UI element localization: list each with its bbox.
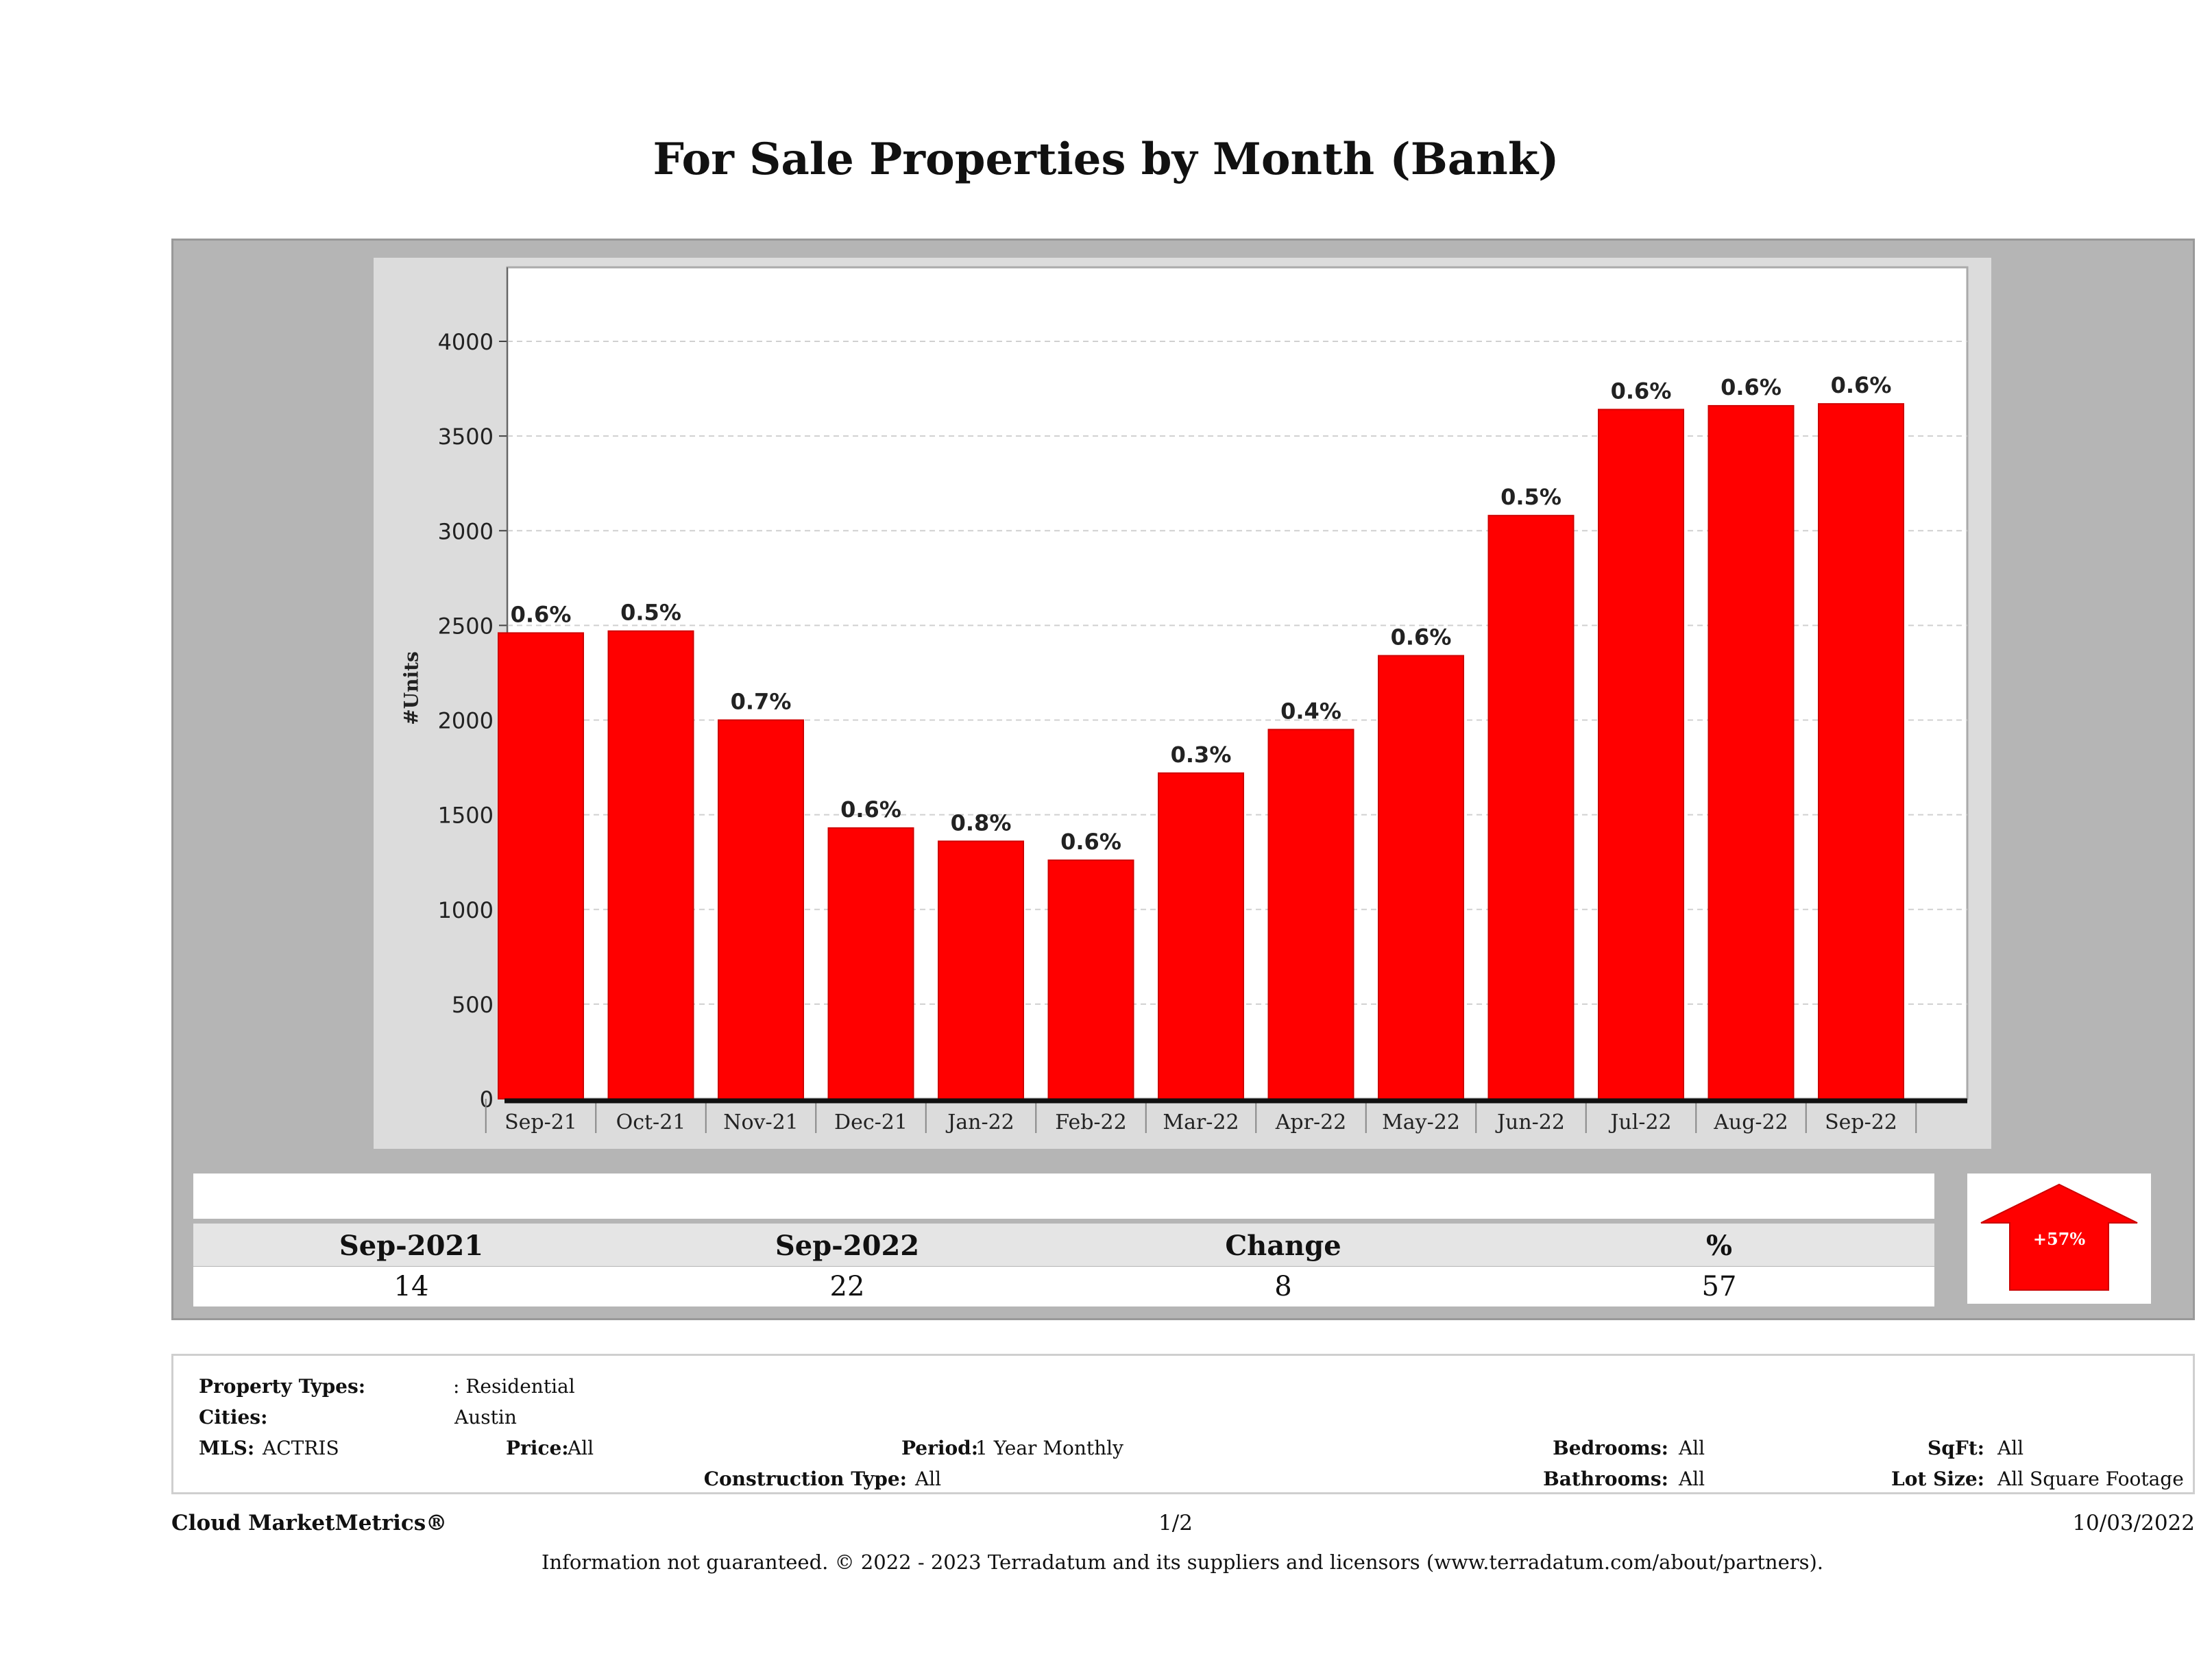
summary-spacer-row (193, 1174, 1934, 1219)
summary-value-end: 22 (829, 1271, 865, 1302)
bar (1818, 403, 1904, 1100)
bar (827, 827, 914, 1100)
filters-box: Property Types: : Residential Cities: Au… (171, 1354, 2195, 1494)
construction-type-value: All (915, 1468, 942, 1490)
page-title: For Sale Properties by Month (Bank) (653, 134, 1559, 185)
mls-value: ACTRIS (263, 1437, 339, 1459)
y-tick-label: 1500 (438, 803, 494, 829)
x-tick-label: Jul-22 (1608, 1110, 1671, 1134)
bar (498, 632, 584, 1099)
lot-size-value: All Square Footage (1997, 1468, 2184, 1490)
summary-header-percent: % (1705, 1230, 1732, 1262)
mls-label: MLS: (199, 1437, 255, 1459)
data-label: 0.6% (1721, 374, 1782, 400)
bar (1378, 655, 1464, 1099)
y-tick-label: 2500 (438, 613, 494, 639)
x-tick-label: Oct-21 (616, 1110, 686, 1134)
bedrooms-label: Bedrooms: (1553, 1437, 1668, 1459)
data-label: 0.6% (1611, 378, 1672, 404)
lot-size-label: Lot Size: (1891, 1468, 1984, 1490)
bar (1598, 409, 1684, 1099)
data-label: 0.5% (620, 600, 681, 626)
data-label: 0.6% (1391, 624, 1452, 650)
sqft-label: SqFt: (1928, 1437, 1984, 1459)
sqft-value: All (1997, 1437, 2024, 1459)
change-badge-label: +57% (2032, 1229, 2086, 1249)
summary-header-end: Sep-2022 (775, 1230, 920, 1262)
data-label: 0.8% (951, 810, 1012, 836)
bar (607, 630, 694, 1099)
y-tick-label: 2000 (438, 708, 494, 734)
footer-page-number: 1/2 (1158, 1511, 1193, 1535)
y-tick-label: 3000 (438, 518, 494, 544)
bar (1047, 859, 1134, 1099)
cities-value: Austin (454, 1406, 517, 1428)
y-tick-label: 500 (452, 992, 494, 1018)
cities-label: Cities: (199, 1406, 268, 1428)
summary-header-start: Sep-2021 (339, 1230, 484, 1262)
y-tick-label: 1000 (438, 897, 494, 923)
up-arrow-icon (1980, 1183, 2138, 1291)
bathrooms-value: All (1679, 1468, 1705, 1490)
summary-header-row: Sep-2021 Sep-2022 Change % (193, 1224, 1934, 1266)
price-label: Price: (506, 1437, 569, 1459)
x-tick-label: Apr-22 (1275, 1110, 1347, 1134)
change-badge-box (1967, 1174, 2151, 1304)
summary-value-start: 14 (393, 1271, 429, 1302)
y-tick-label: 3500 (438, 424, 494, 450)
data-label: 0.6% (1831, 372, 1892, 398)
data-label: 0.6% (511, 601, 572, 627)
data-label: 0.6% (840, 797, 901, 823)
period-value: 1 Year Monthly (975, 1437, 1123, 1459)
summary-value-percent: 57 (1701, 1271, 1737, 1302)
data-label: 0.5% (1500, 484, 1561, 510)
bar (1267, 729, 1354, 1099)
bar (1487, 515, 1575, 1099)
y-tick-label: 4000 (438, 329, 494, 355)
x-tick-label: Mar-22 (1163, 1110, 1239, 1134)
summary-value-change: 8 (1274, 1271, 1292, 1302)
data-label: 0.4% (1280, 698, 1341, 724)
x-tick-label: Nov-21 (723, 1110, 799, 1134)
price-value: All (568, 1437, 594, 1459)
property-types-value: : Residential (453, 1375, 575, 1398)
data-label: 0.3% (1171, 742, 1232, 768)
footer-date: 10/03/2022 (2072, 1511, 2195, 1535)
summary-value-row: 14 22 8 57 (193, 1267, 1934, 1306)
bar-chart: 0 500 1000 1500 2000 2500 3000 3500 4000 0.6% Sep-… (438, 266, 1969, 1134)
x-tick-label: Jan-22 (945, 1110, 1014, 1134)
data-label: 0.7% (731, 689, 792, 715)
x-tick-label: Feb-22 (1055, 1110, 1126, 1134)
y-axis-label: #Units (400, 651, 423, 725)
data-label: 0.6% (1060, 829, 1121, 855)
period-label: Period: (901, 1437, 979, 1459)
summary-header-change: Change (1225, 1230, 1341, 1262)
x-tick-label: Sep-22 (1825, 1110, 1897, 1134)
x-tick-label: Aug-22 (1713, 1110, 1788, 1134)
x-tick-label: Sep-21 (505, 1110, 577, 1134)
x-tick-label: Jun-22 (1495, 1110, 1565, 1134)
x-tick-label: Dec-21 (834, 1110, 908, 1134)
footer-brand: Cloud MarketMetrics® (171, 1511, 448, 1535)
bathrooms-label: Bathrooms: (1543, 1468, 1668, 1490)
x-tick-label: May-22 (1382, 1110, 1460, 1134)
property-types-label: Property Types: (199, 1375, 366, 1398)
bar (1158, 772, 1244, 1099)
bedrooms-value: All (1679, 1437, 1705, 1459)
construction-type-label: Construction Type: (703, 1468, 907, 1490)
bar (938, 840, 1024, 1099)
bar (718, 719, 804, 1099)
footer-disclaimer: Information not guaranteed. © 2022 - 202… (541, 1551, 1824, 1574)
bar (1707, 404, 1795, 1100)
y-tick-label: 0 (480, 1086, 494, 1112)
